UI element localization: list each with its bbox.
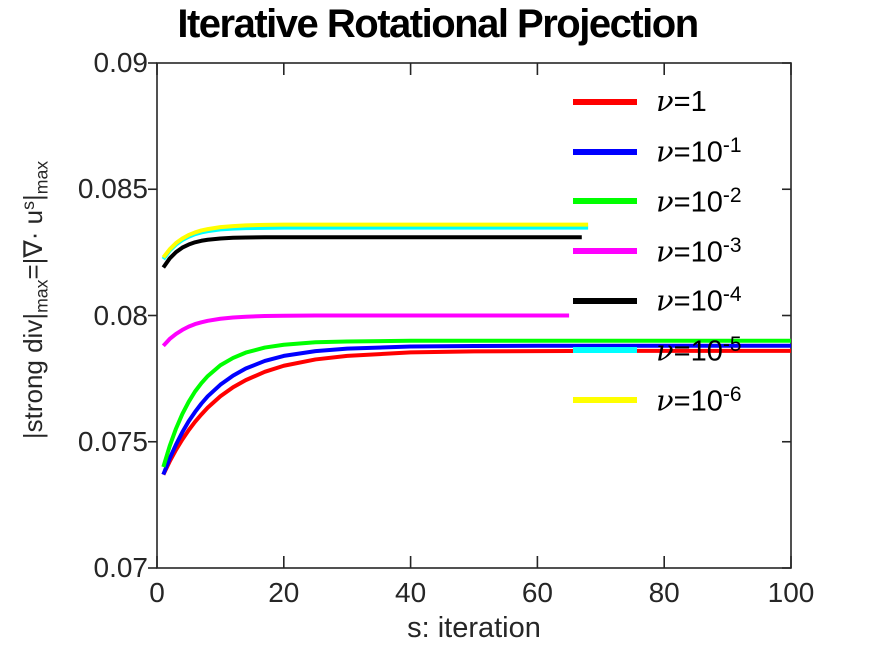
- nu-symbol: ν: [656, 134, 674, 169]
- y-axis-label-segment: s: [18, 201, 38, 210]
- legend-label: ν=1: [656, 83, 707, 118]
- legend-label-exponent: -2: [722, 184, 742, 207]
- y-axis-label-segment: |: [17, 194, 48, 202]
- series-line-2: [161, 338, 791, 468]
- y-tick-label: 0.08: [93, 299, 149, 331]
- series-line-5: [161, 225, 589, 261]
- legend-line-sample: [573, 247, 637, 254]
- y-axis-label-segment: max: [31, 160, 52, 195]
- x-tick-label: 100: [767, 577, 815, 608]
- legend-label: ν=10-4: [656, 284, 742, 316]
- series-line-4: [161, 235, 582, 269]
- nu-symbol: ν: [656, 83, 674, 118]
- series-line-6: [161, 222, 589, 259]
- series-line-3: [161, 313, 570, 348]
- legend-label: ν=10-6: [656, 384, 742, 416]
- y-axis-label-segment: max: [31, 279, 52, 313]
- y-axis-label-segment: =|∇· u: [17, 209, 48, 280]
- legend-label-base: =10: [673, 335, 723, 368]
- legend-label-base: =10: [673, 136, 723, 169]
- x-axis-label: s: iteration: [407, 612, 541, 644]
- legend-label-exponent: -3: [722, 233, 742, 257]
- legend-label-exponent: -5: [722, 333, 742, 357]
- legend-label-base: =1: [673, 85, 707, 118]
- legend-row-3: ν=10-3: [573, 226, 742, 276]
- y-axis-label: |strong div|max=|∇· us|max: [10, 50, 51, 550]
- legend: ν=1 ν=10-1 ν=10-2 ν=10-3 ν=10-4 ν=10-5 ν=10-6: [573, 77, 742, 425]
- legend-row-2: ν=10-2: [573, 176, 742, 226]
- legend-label: ν=10-3: [656, 235, 742, 267]
- legend-line-sample: [573, 198, 637, 205]
- nu-symbol: ν: [656, 283, 674, 318]
- legend-label: ν=10-5: [656, 334, 742, 366]
- legend-label-exponent: -1: [722, 134, 742, 158]
- legend-row-0: ν=1: [573, 77, 742, 127]
- y-tick-label: 0.085: [77, 173, 148, 205]
- legend-label: ν=10-2: [656, 185, 742, 217]
- legend-line-sample: [573, 297, 637, 304]
- legend-line-sample: [573, 148, 637, 155]
- chart-title: Iterative Rotational Projection: [177, 2, 699, 46]
- x-tick-label: 60: [521, 577, 553, 608]
- y-tick-label: 0.09: [93, 47, 149, 78]
- legend-row-4: ν=10-4: [573, 276, 742, 326]
- legend-label-base: =10: [673, 186, 723, 219]
- x-tick-label: 80: [648, 577, 680, 608]
- legend-line-sample: [573, 347, 637, 354]
- x-tick-label: 0: [149, 577, 165, 608]
- legend-label-base: =10: [673, 385, 723, 418]
- y-tick-label: 0.075: [77, 425, 148, 457]
- legend-label: ν=10-1: [656, 135, 742, 167]
- legend-row-5: ν=10-5: [573, 325, 742, 375]
- legend-label-base: =10: [673, 285, 723, 318]
- y-tick-label: 0.07: [93, 552, 149, 583]
- nu-symbol: ν: [656, 184, 674, 219]
- x-tick-label: 40: [395, 577, 427, 608]
- x-tick-label: 20: [268, 577, 300, 608]
- legend-label-exponent: -4: [722, 283, 742, 307]
- nu-symbol: ν: [656, 234, 674, 269]
- legend-row-6: ν=10-6: [573, 375, 742, 425]
- y-axis-label-segment: |strong div|: [17, 312, 48, 440]
- series-line-0: [161, 348, 791, 476]
- legend-line-sample: [573, 396, 637, 403]
- nu-symbol: ν: [656, 383, 674, 418]
- legend-label-exponent: -6: [722, 382, 742, 406]
- legend-line-sample: [573, 98, 637, 105]
- legend-row-1: ν=10-1: [573, 127, 742, 177]
- legend-label-base: =10: [673, 236, 723, 269]
- series-line-1: [161, 343, 791, 476]
- nu-symbol: ν: [656, 333, 674, 368]
